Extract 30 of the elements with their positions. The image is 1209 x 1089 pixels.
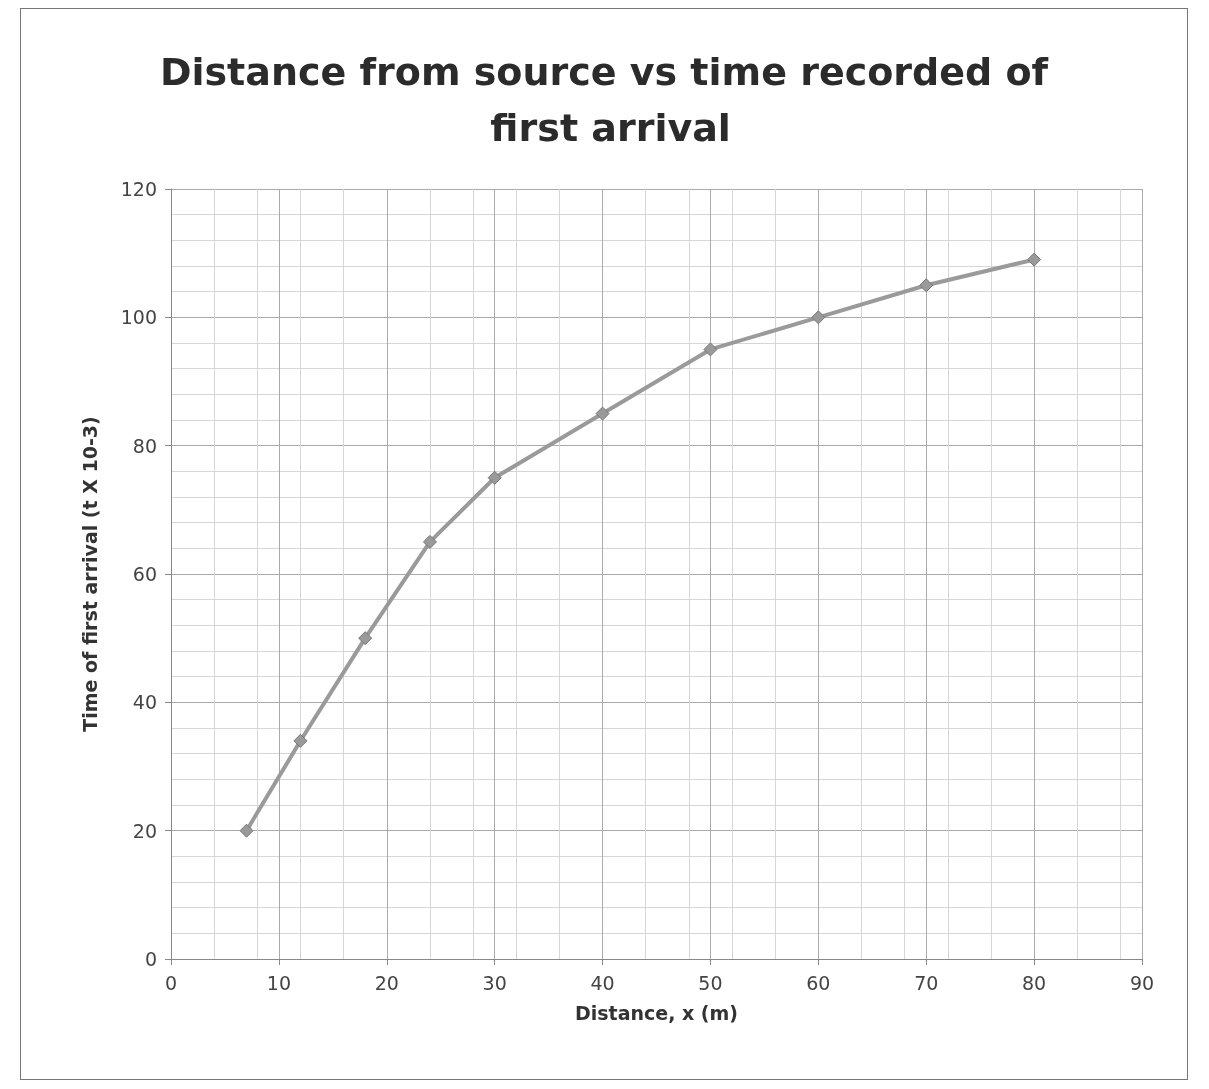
point [919, 278, 934, 293]
y-tick-label: 0 [144, 948, 157, 970]
point [811, 310, 826, 325]
x-axis-title: Distance, x (m) [574, 1001, 739, 1024]
y-tick-label: 80 [132, 434, 157, 457]
x-tick-label: 20 [374, 971, 399, 994]
point [239, 823, 254, 838]
x-tick-label: 80 [1022, 971, 1047, 994]
y-tick-label: 100 [120, 306, 157, 329]
point [703, 342, 718, 357]
y-tick-label: 20 [132, 819, 157, 842]
y-tick-label: 40 [132, 691, 157, 714]
chart-title: Distance from source vs time recorded of first arrival [159, 50, 1049, 150]
point [1027, 252, 1042, 267]
x-tick-label: 0 [164, 971, 178, 994]
x-tick-label: 30 [482, 971, 507, 994]
y-axis-title: Time of first arrival (t X 10-3) [78, 416, 101, 732]
x-tick-label: 70 [914, 971, 939, 994]
point [487, 470, 502, 485]
y-tick-label: 60 [132, 563, 157, 585]
x-tick-label: 60 [806, 971, 831, 994]
point [422, 534, 437, 549]
x-tick-label: 10 [266, 971, 291, 994]
point [293, 733, 308, 748]
point [358, 631, 373, 646]
x-tick-label: 50 [698, 971, 723, 994]
x-tick-label: 40 [590, 971, 615, 994]
x-tick-label: 90 [1129, 971, 1155, 994]
point [595, 406, 610, 421]
y-tick-label: 120 [120, 178, 157, 200]
